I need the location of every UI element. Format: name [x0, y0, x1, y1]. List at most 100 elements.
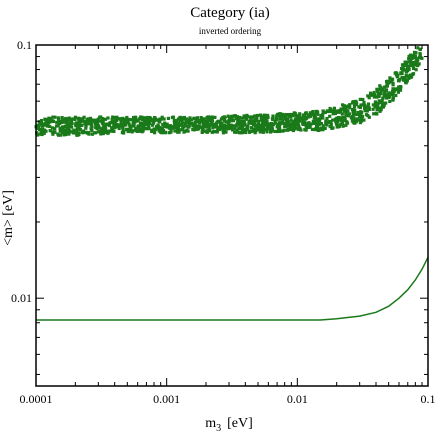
- scatter-point: [212, 130, 216, 134]
- scatter-point: [167, 131, 171, 135]
- scatter-point: [76, 116, 80, 120]
- scatter-point: [417, 62, 421, 66]
- scatter-point: [411, 72, 416, 76]
- scatter-point: [400, 76, 404, 80]
- scatter-point: [193, 125, 197, 129]
- scatter-point: [233, 127, 237, 131]
- scatter-point: [407, 54, 411, 58]
- scatter-point: [98, 129, 102, 133]
- scatter-point: [226, 120, 230, 124]
- scatter-point: [371, 103, 375, 107]
- scatter-point: [215, 125, 219, 129]
- scatter-point: [141, 129, 145, 133]
- scatter-point: [332, 106, 336, 110]
- scatter-point: [266, 122, 270, 126]
- scatter-point: [58, 129, 62, 133]
- scatter-point: [224, 130, 228, 134]
- scatter-point: [341, 107, 345, 111]
- scatter-point: [173, 118, 177, 122]
- scatter-point: [274, 118, 278, 122]
- scatter-point: [315, 125, 319, 129]
- scatter-point: [140, 123, 144, 127]
- scatter-point: [195, 126, 199, 130]
- scatter-point: [400, 67, 404, 71]
- scatter-point: [351, 100, 355, 104]
- scatter-point: [73, 131, 78, 135]
- scatter-point: [261, 123, 265, 127]
- scatter-point: [235, 122, 239, 126]
- scatter-point: [404, 80, 408, 84]
- scatter-point: [98, 119, 103, 123]
- scatter-point: [165, 125, 169, 129]
- scatter-point: [126, 129, 130, 134]
- scatter-point: [170, 115, 174, 120]
- scatter-point: [371, 107, 375, 111]
- scatter-series: [34, 46, 424, 137]
- scatter-point: [205, 130, 209, 134]
- scatter-point: [206, 128, 210, 132]
- scatter-point: [341, 124, 345, 128]
- scatter-point: [379, 101, 383, 105]
- scatter-point: [221, 131, 226, 135]
- scatter-point: [80, 117, 84, 121]
- scatter-point: [301, 119, 305, 123]
- scatter-point: [73, 117, 77, 122]
- scatter-point: [330, 126, 334, 130]
- scatter-point: [201, 127, 205, 131]
- scatter-point: [228, 119, 232, 123]
- scatter-point: [406, 67, 410, 71]
- scatter-point: [367, 106, 371, 110]
- scatter-point: [89, 121, 93, 125]
- scatter-point: [340, 122, 345, 126]
- scatter-point: [135, 119, 139, 123]
- scatter-point: [226, 114, 230, 118]
- scatter-point: [345, 105, 349, 109]
- scatter-point: [96, 123, 100, 127]
- scatter-point: [42, 128, 47, 132]
- scatter-point: [285, 118, 289, 122]
- scatter-point: [111, 115, 115, 119]
- scatter-point: [261, 116, 265, 120]
- scatter-point: [374, 102, 378, 106]
- scatter-point: [297, 124, 301, 128]
- scatter-point: [363, 109, 367, 113]
- scatter-point: [56, 116, 60, 120]
- scatter-point: [249, 117, 253, 121]
- scatter-point: [193, 117, 197, 121]
- scatter-point: [205, 120, 209, 124]
- scatter-point: [293, 126, 297, 130]
- scatter-point: [382, 94, 386, 98]
- scatter-point: [372, 93, 376, 97]
- scatter-point: [191, 128, 195, 132]
- scatter-point: [321, 116, 325, 120]
- scatter-point: [300, 116, 304, 120]
- scatter-point: [90, 125, 94, 129]
- scatter-point: [69, 121, 73, 125]
- scatter-point: [211, 122, 215, 126]
- scatter-point: [193, 122, 197, 127]
- scatter-point: [129, 125, 133, 129]
- scatter-point: [241, 121, 245, 125]
- scatter-point: [310, 112, 314, 116]
- scatter-point: [151, 123, 155, 127]
- scatter-point: [147, 123, 151, 127]
- scatter-point: [373, 105, 377, 109]
- scatter-point: [369, 93, 373, 97]
- scatter-point: [115, 125, 120, 129]
- scatter-point: [407, 76, 411, 80]
- scatter-point: [198, 125, 202, 129]
- scatter-point: [132, 124, 136, 128]
- scatter-point: [183, 129, 187, 133]
- scatter-point: [408, 73, 412, 77]
- scatter-point: [223, 125, 227, 129]
- scatter-point: [248, 115, 252, 119]
- scatter-point: [262, 123, 266, 127]
- scatter-point: [142, 124, 146, 128]
- plot-frame: [35, 44, 429, 387]
- scatter-point: [403, 78, 407, 82]
- scatter-point: [313, 128, 317, 132]
- scatter-point: [351, 107, 355, 112]
- scatter-point: [289, 112, 293, 117]
- scatter-point: [122, 130, 126, 134]
